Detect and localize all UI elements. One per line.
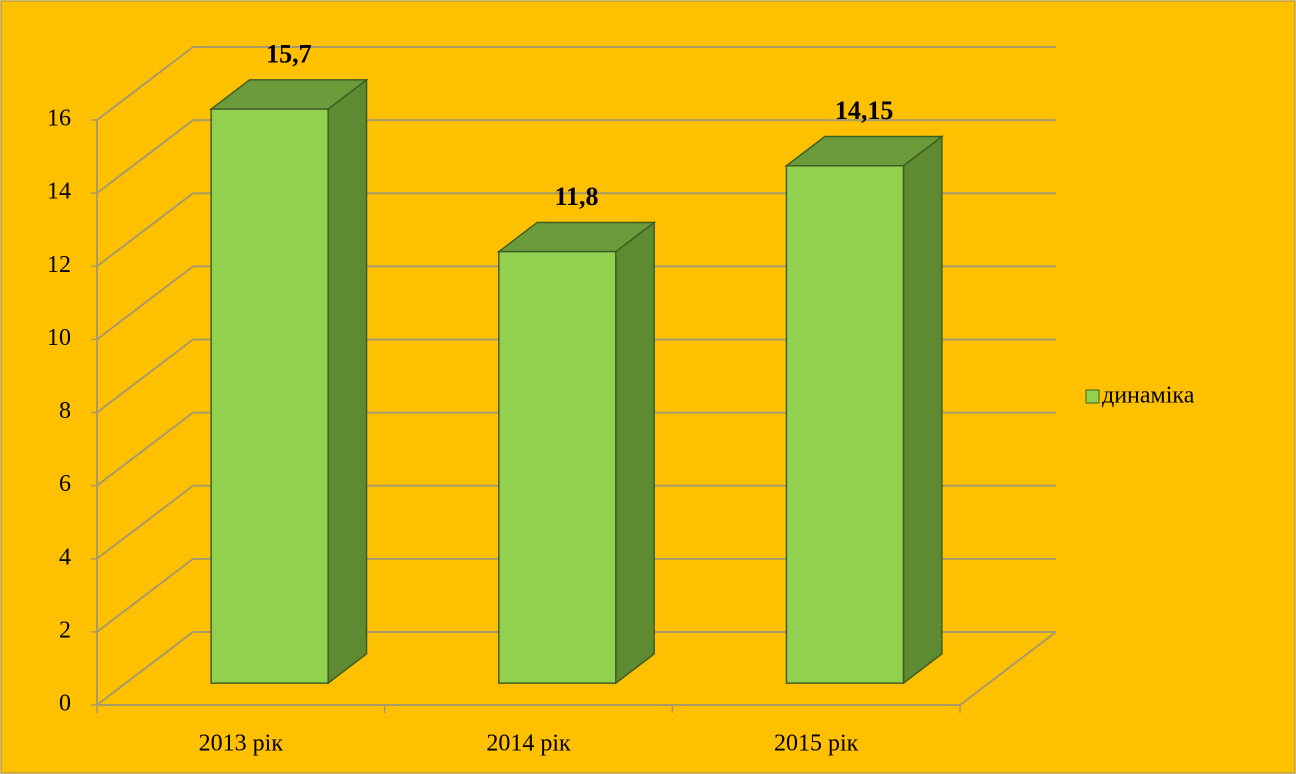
y-tick-label: 16 <box>47 106 71 132</box>
y-tick-label: 14 <box>47 179 71 205</box>
y-tick-label: 6 <box>59 471 71 497</box>
grid-line <box>96 192 194 268</box>
bar <box>785 164 905 684</box>
y-tick-label: 12 <box>47 252 71 278</box>
grid-line <box>96 558 194 633</box>
grid-line <box>96 265 194 341</box>
legend-label: динаміка <box>1102 383 1195 409</box>
grid-line <box>96 411 194 487</box>
bar <box>498 250 617 684</box>
bar-side <box>615 220 655 685</box>
bar-side <box>902 135 943 685</box>
value-label: 14,15 <box>835 96 894 125</box>
bar-side <box>327 78 368 685</box>
grid-line <box>96 46 194 121</box>
legend-swatch <box>1085 389 1100 404</box>
y-tick-label: 8 <box>59 398 71 424</box>
floor-edge <box>959 631 1057 706</box>
value-label: 11,8 <box>554 182 598 211</box>
grid-line <box>96 484 194 560</box>
bar <box>210 108 329 684</box>
x-tick-label: 2013 рік <box>199 731 284 757</box>
grid-line <box>96 338 194 414</box>
y-tick-label: 4 <box>59 544 71 570</box>
grid-line <box>96 631 194 706</box>
x-tick-label: 2014 рік <box>486 731 571 757</box>
x-tick-label: 2015 рік <box>774 731 859 757</box>
y-tick-label: 2 <box>59 617 71 643</box>
y-tick-label: 10 <box>47 325 71 351</box>
grid-line <box>96 119 194 194</box>
y-tick-label: 0 <box>59 691 71 717</box>
value-label: 15,7 <box>266 39 312 68</box>
